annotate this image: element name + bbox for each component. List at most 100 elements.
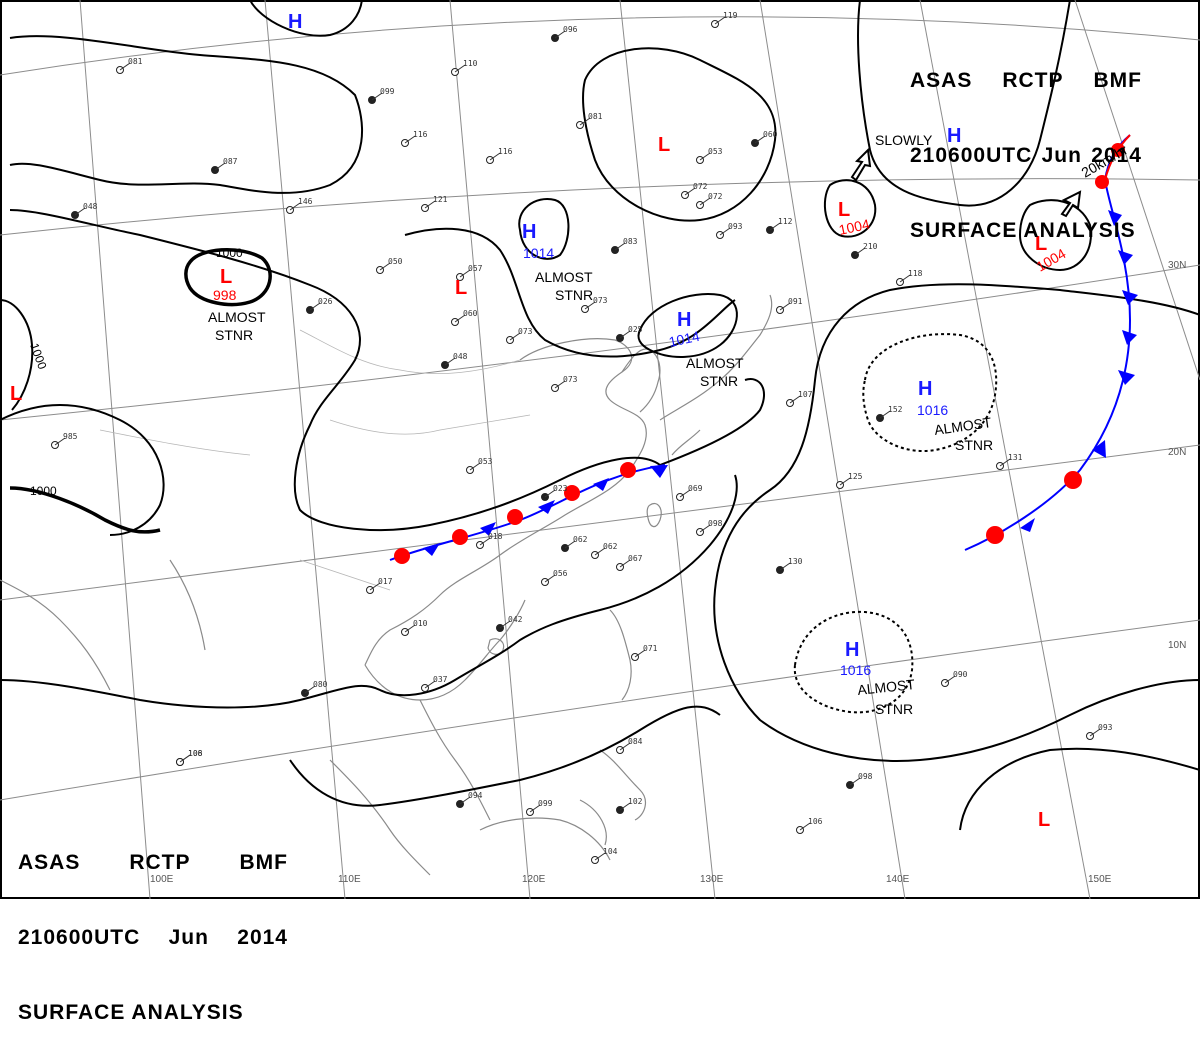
station-pressure: 116 xyxy=(413,130,428,139)
isobar-scs-band xyxy=(0,404,165,536)
wind-barb xyxy=(459,796,471,805)
wind-barb xyxy=(634,649,646,658)
station-plot: 018 xyxy=(476,532,503,549)
header-month: Jun xyxy=(168,926,209,949)
station-pressure: 108 xyxy=(188,749,203,758)
wind-barb xyxy=(699,197,711,206)
isobar-central-band xyxy=(404,227,736,358)
station-pressure: 210 xyxy=(863,242,878,251)
low-center: L xyxy=(1038,809,1050,831)
wind-barb xyxy=(619,742,631,751)
station-plot: 985 xyxy=(51,432,78,449)
station-pressure: 050 xyxy=(388,257,403,266)
wind-barb xyxy=(444,357,456,366)
wind-barb xyxy=(459,269,471,278)
station-pressure: 053 xyxy=(708,147,723,156)
station-plot: 087 xyxy=(211,157,238,174)
station-plot: 102 xyxy=(616,797,643,814)
center-note: STNR xyxy=(215,327,253,343)
header-line-3: SURFACE ANALYSIS xyxy=(18,1001,244,1024)
wind-barb xyxy=(424,680,436,689)
wind-barb xyxy=(179,754,191,763)
wind-barb xyxy=(489,152,501,161)
wind-barb xyxy=(579,117,591,126)
wind-barb xyxy=(369,582,381,591)
cold-front-triangles xyxy=(423,465,668,556)
station-plot: 107 xyxy=(786,390,813,407)
station-plot: 116 xyxy=(401,130,428,147)
lat-label: 30N xyxy=(1168,260,1186,271)
wind-barb xyxy=(509,332,521,341)
station-plot: 083 xyxy=(611,237,638,254)
wind-barb xyxy=(554,380,566,389)
station-pressure: 102 xyxy=(628,797,643,806)
high-value: 1016 xyxy=(840,662,871,678)
center-note: ALMOST xyxy=(686,355,744,371)
wind-barb xyxy=(944,675,956,684)
isobar-north-l xyxy=(582,47,777,222)
station-plot: 099 xyxy=(368,87,395,104)
wind-barb xyxy=(554,30,566,39)
station-pressure: 099 xyxy=(380,87,395,96)
wind-barb xyxy=(454,314,466,323)
station-pressure: 119 xyxy=(723,11,738,20)
wind-barb xyxy=(779,302,791,311)
wind-barb xyxy=(719,227,731,236)
station-pressure: 093 xyxy=(1098,723,1113,732)
station-pressure: 118 xyxy=(908,269,923,278)
wind-barb xyxy=(899,274,911,283)
isobar-1000-west xyxy=(9,486,161,534)
station-pressure: 087 xyxy=(223,157,238,166)
header-region: ASAS xyxy=(910,69,973,92)
station-pressure: 073 xyxy=(563,375,578,384)
station-pressure: 104 xyxy=(603,847,618,856)
station-plot: 060 xyxy=(751,130,778,147)
wind-barb xyxy=(529,804,541,813)
center-note: STNR xyxy=(700,373,738,389)
wind-barb xyxy=(789,395,801,404)
station-plot: 048 xyxy=(71,202,98,219)
wind-barb xyxy=(839,477,851,486)
station-plot: 118 xyxy=(896,269,923,286)
station-plot: 110 xyxy=(451,59,478,76)
station-plot: 152 xyxy=(876,405,903,422)
station-plot: 037 xyxy=(421,675,448,692)
high-value: 1016 xyxy=(917,402,948,418)
isobar-north-ring xyxy=(9,209,661,531)
station-plot: 072 xyxy=(681,182,708,199)
wind-barb xyxy=(754,135,766,144)
latitude-labels: 30N 20N 10N xyxy=(1168,260,1186,651)
wind-barb xyxy=(999,458,1011,467)
high-center: H xyxy=(845,639,859,661)
warm-front-semicircles xyxy=(394,462,636,564)
pressure-centers: H H 1014 ALMOST STNR H 1014 ALMOST STNR … xyxy=(10,11,1131,831)
wind-barb xyxy=(74,207,86,216)
station-pressure: 037 xyxy=(433,675,448,684)
high-center: H xyxy=(918,378,932,400)
center-note: ALMOST xyxy=(535,269,593,285)
china-coast xyxy=(364,338,647,666)
station-plot: 098 xyxy=(846,772,873,789)
station-pressure: 099 xyxy=(538,799,553,808)
isobar-ne-h xyxy=(857,0,1071,207)
high-center: H xyxy=(522,221,536,243)
header-center: RCTP xyxy=(129,851,191,874)
low-value: 998 xyxy=(213,287,237,303)
high-center: H xyxy=(288,11,302,33)
station-pressure: 152 xyxy=(888,405,903,414)
station-pressure: 010 xyxy=(413,619,428,628)
header-region: ASAS xyxy=(18,851,81,874)
header-time: 210600UTC xyxy=(910,144,1033,167)
station-pressure: 073 xyxy=(593,296,608,305)
low-center: L xyxy=(1035,233,1047,255)
station-plot: 096 xyxy=(551,25,578,42)
header-line-3: SURFACE ANALYSIS xyxy=(910,219,1136,242)
station-plot: 053 xyxy=(696,147,723,164)
station-pressure: 110 xyxy=(463,59,478,68)
isobar-north-main xyxy=(9,35,364,194)
lat-label: 10N xyxy=(1168,640,1186,651)
station-pressure: 057 xyxy=(468,264,483,273)
center-note: SLOWLY xyxy=(875,132,933,148)
longitude-labels: 110E 120E 130E 140E 150E 100E xyxy=(150,874,1112,885)
arrow-slowly xyxy=(850,147,872,182)
